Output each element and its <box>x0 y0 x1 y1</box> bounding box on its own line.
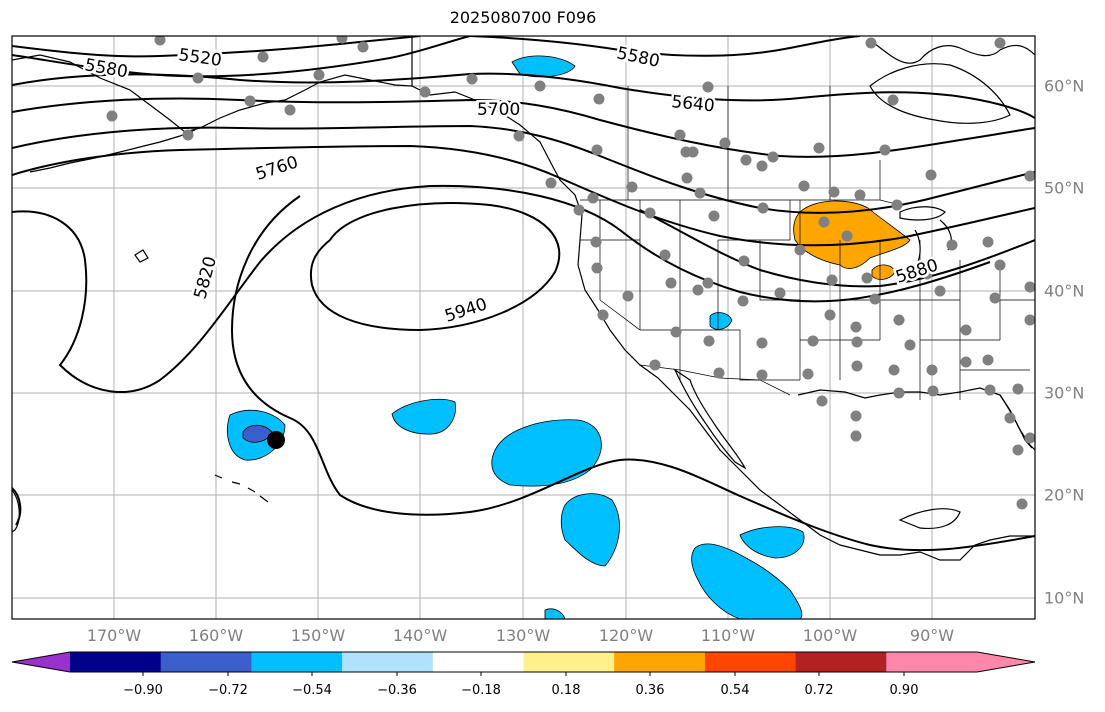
great-lakes-superior <box>899 206 946 221</box>
lat-label: 60°N <box>1044 76 1085 96</box>
contour-label-5940: 5940 <box>442 294 489 326</box>
lon-label: 110°W <box>700 626 756 645</box>
contour-5880 <box>639 209 1035 288</box>
lon-label: 160°W <box>188 626 244 645</box>
colorbar-tick-label: 0.54 <box>720 683 750 698</box>
lon-label: 120°W <box>598 626 654 645</box>
colorbar-tick-label: −0.18 <box>461 683 501 698</box>
lat-label: 40°N <box>1044 281 1085 301</box>
contour-label-5640: 5640 <box>670 92 715 116</box>
lon-label: 90°W <box>909 626 955 645</box>
shade-region-1 <box>391 398 456 435</box>
station-markers <box>106 36 1035 510</box>
colorbar-tick-label: 0.18 <box>551 683 581 698</box>
colorbar-bin <box>160 652 252 672</box>
lon-label: 170°W <box>86 626 142 645</box>
hawaii-islands <box>214 474 269 503</box>
contour-label-5880: 5880 <box>893 255 940 287</box>
colorbar-extend-max <box>977 652 1035 672</box>
shade-region-5 <box>739 526 805 559</box>
colorbar-bin <box>251 652 343 672</box>
colorbar-outline <box>11 651 1036 673</box>
lat-label: 30°N <box>1044 383 1085 403</box>
contour-5520 <box>12 36 421 58</box>
contour-5760b <box>12 144 1035 247</box>
graticule <box>12 36 1035 619</box>
lon-label: 150°W <box>290 626 346 645</box>
shade-region-7 <box>544 608 566 619</box>
contour-west-edge <box>12 487 22 526</box>
contour-5640 <box>12 72 1035 119</box>
colorbar-tick-label: −0.54 <box>292 683 332 698</box>
west-edge-coast <box>12 489 20 533</box>
contour-label-5580-east: 5580 <box>615 43 661 72</box>
colorbar-bin <box>432 652 524 672</box>
contour-label-5760: 5760 <box>253 152 300 184</box>
contour-5760 <box>12 124 1035 214</box>
contour-label-5700: 5700 <box>477 100 520 120</box>
colorbar-tick-label: −0.90 <box>123 683 163 698</box>
shade-region-6 <box>709 312 733 330</box>
colorbar-bin <box>704 652 797 672</box>
contour-large-ridge <box>230 195 1035 552</box>
baja-peninsula <box>673 368 747 470</box>
lon-label: 140°W <box>392 626 448 645</box>
colorbar-tick-label: 0.36 <box>635 683 665 698</box>
small-island <box>134 249 149 263</box>
colorbar-tick-label: −0.72 <box>208 683 248 698</box>
alaska-coast <box>12 54 413 133</box>
map-title: 2025080700 F096 <box>449 8 597 27</box>
highlight-station <box>267 431 285 449</box>
shade-region-3 <box>560 493 620 567</box>
colorbar-bin <box>795 652 887 672</box>
gulf-coast <box>797 387 1035 451</box>
shade-region-2 <box>491 419 602 487</box>
canada-province-lines <box>627 86 881 200</box>
colorbar-bin <box>523 652 615 672</box>
height-contours <box>12 36 1035 552</box>
state-lines <box>580 200 1035 400</box>
colorbar-extend-min <box>12 652 70 672</box>
lat-label: 50°N <box>1044 178 1085 198</box>
contour-5700 <box>12 97 1035 158</box>
anomaly-shading <box>227 55 911 619</box>
map-frame <box>11 35 1036 620</box>
shade-region-upper-midwest-2 <box>871 264 896 280</box>
colorbar-tick-label: 0.72 <box>804 683 834 698</box>
contour-5820 <box>12 184 991 393</box>
arctic-islands <box>869 39 1035 64</box>
yucatan <box>898 508 961 530</box>
contour-label-5580-west: 5580 <box>83 55 129 82</box>
colorbar <box>11 651 1036 676</box>
lon-label: 130°W <box>495 626 551 645</box>
shade-region-4 <box>691 543 803 619</box>
colorbar-bin <box>886 652 978 672</box>
aleutian-chain <box>29 129 196 173</box>
colorbar-tick-label: −0.36 <box>377 683 417 698</box>
hudson-bay <box>869 63 1011 124</box>
lat-label: 20°N <box>1044 485 1085 505</box>
contour-5940 <box>310 202 561 332</box>
lat-label: 10°N <box>1044 588 1085 608</box>
contour-5580-west <box>12 36 471 78</box>
contour-5580-east <box>469 36 861 57</box>
colorbar-tick-label: 0.90 <box>889 683 919 698</box>
lon-label: 100°W <box>802 626 858 645</box>
colorbar-bin <box>70 652 162 672</box>
colorbar-bin <box>342 652 434 672</box>
colorbar-bin <box>614 652 706 672</box>
